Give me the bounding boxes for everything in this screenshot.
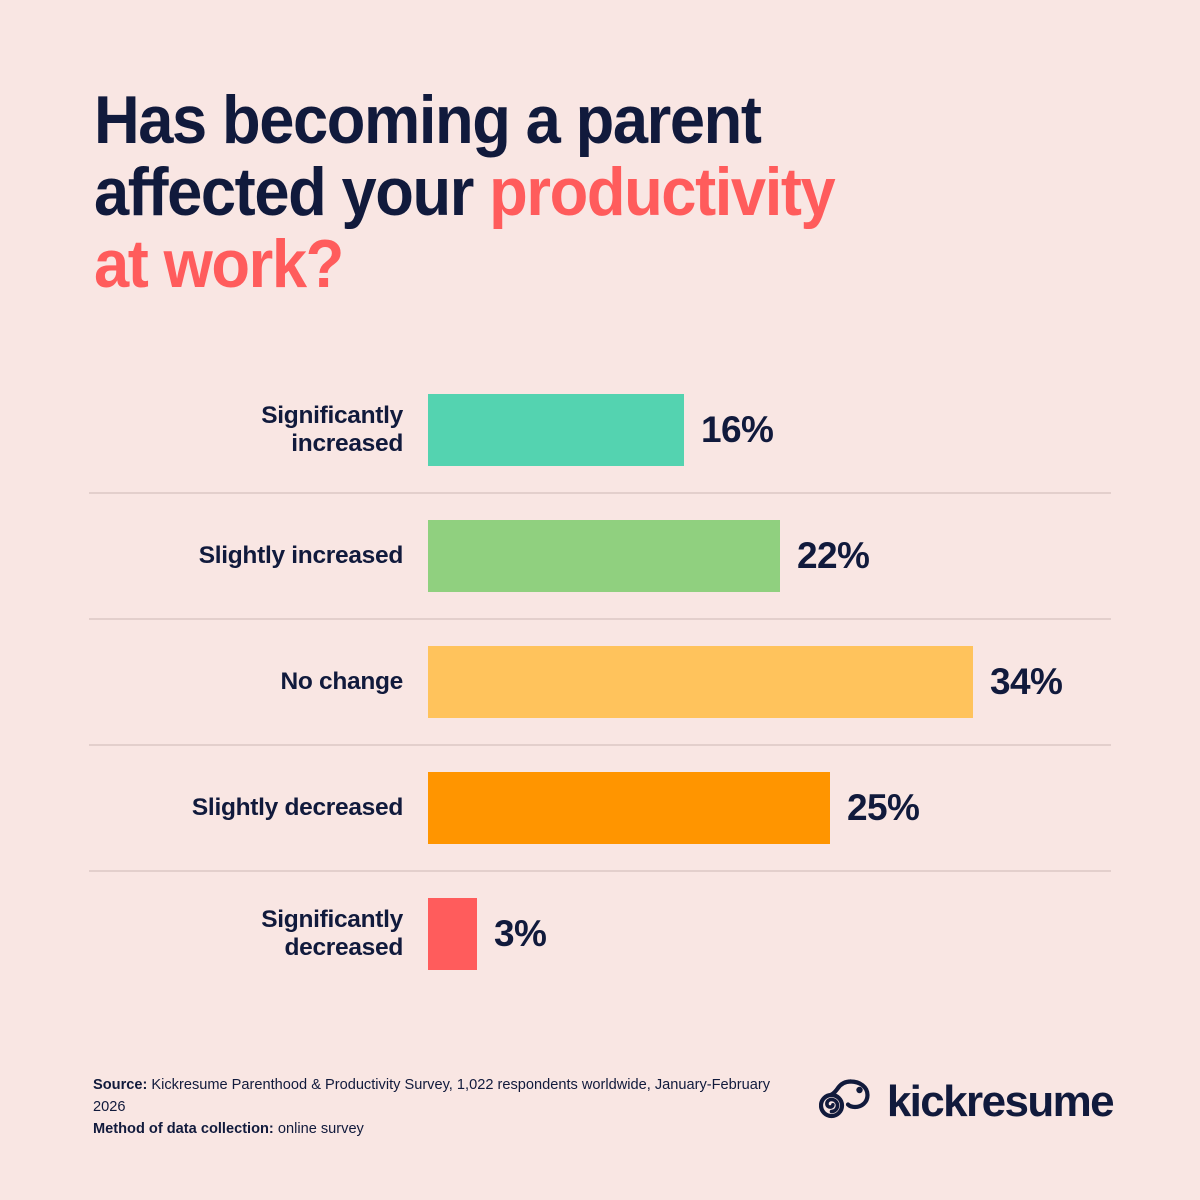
page-title: Has becoming a parent affected your prod… (94, 84, 1054, 300)
method-label: Method of data collection: (93, 1121, 274, 1137)
source-label: Source: (93, 1077, 148, 1093)
bar-value-label: 3% (494, 913, 547, 954)
chart-row: Slightly decreased 25% (89, 744, 1111, 870)
bar-category-label: No change (280, 668, 403, 695)
bar-chart: Significantly increased 16% Slightly inc… (89, 368, 1111, 996)
title-line-3-accent: at work? (94, 226, 344, 302)
bar-significantly-decreased (428, 898, 477, 970)
chart-row: No change 34% (89, 618, 1111, 744)
chart-row: Significantly increased 16% (89, 368, 1111, 492)
bar-track: 25% (428, 772, 1111, 844)
footer: Source: Kickresume Parenthood & Producti… (93, 1074, 1140, 1140)
bar-track: 22% (428, 520, 1111, 592)
chart-row: Slightly increased 22% (89, 492, 1111, 618)
bar-track: 3% (428, 898, 1111, 970)
bar-value-label: 22% (797, 535, 870, 576)
bar-value-label: 16% (701, 409, 774, 450)
bar-significantly-increased (428, 394, 684, 466)
bar-category-label: Significantly increased (261, 402, 403, 457)
bar-slightly-increased (428, 520, 780, 592)
bar-no-change (428, 646, 973, 718)
title-line-2-plain: affected your (94, 154, 490, 230)
bar-track: 16% (428, 394, 1111, 466)
bar-value-label: 34% (990, 661, 1063, 702)
chart-row: Significantly decreased 3% (89, 870, 1111, 996)
bar-value-label: 25% (847, 787, 920, 828)
title-heading: Has becoming a parent affected your prod… (94, 84, 987, 300)
bar-category-label: Significantly decreased (261, 906, 403, 961)
bar-track: 34% (428, 646, 1111, 718)
source-note: Source: Kickresume Parenthood & Producti… (93, 1074, 793, 1140)
title-line-2-accent: productivity (489, 154, 836, 230)
method-line: Method of data collection: online survey (93, 1118, 793, 1140)
source-text: Kickresume Parenthood & Productivity Sur… (93, 1077, 771, 1115)
bar-slightly-decreased (428, 772, 830, 844)
method-text: online survey (273, 1121, 364, 1137)
bar-category-label: Slightly decreased (191, 794, 403, 821)
kickresume-logo: kickresume (818, 1076, 1115, 1127)
chameleon-icon (818, 1076, 875, 1127)
logo-wordmark: kickresume (886, 1076, 1115, 1126)
source-line: Source: Kickresume Parenthood & Producti… (93, 1074, 793, 1118)
bar-category-label: Slightly increased (198, 542, 404, 569)
title-line-1: Has becoming a parent (94, 82, 762, 158)
